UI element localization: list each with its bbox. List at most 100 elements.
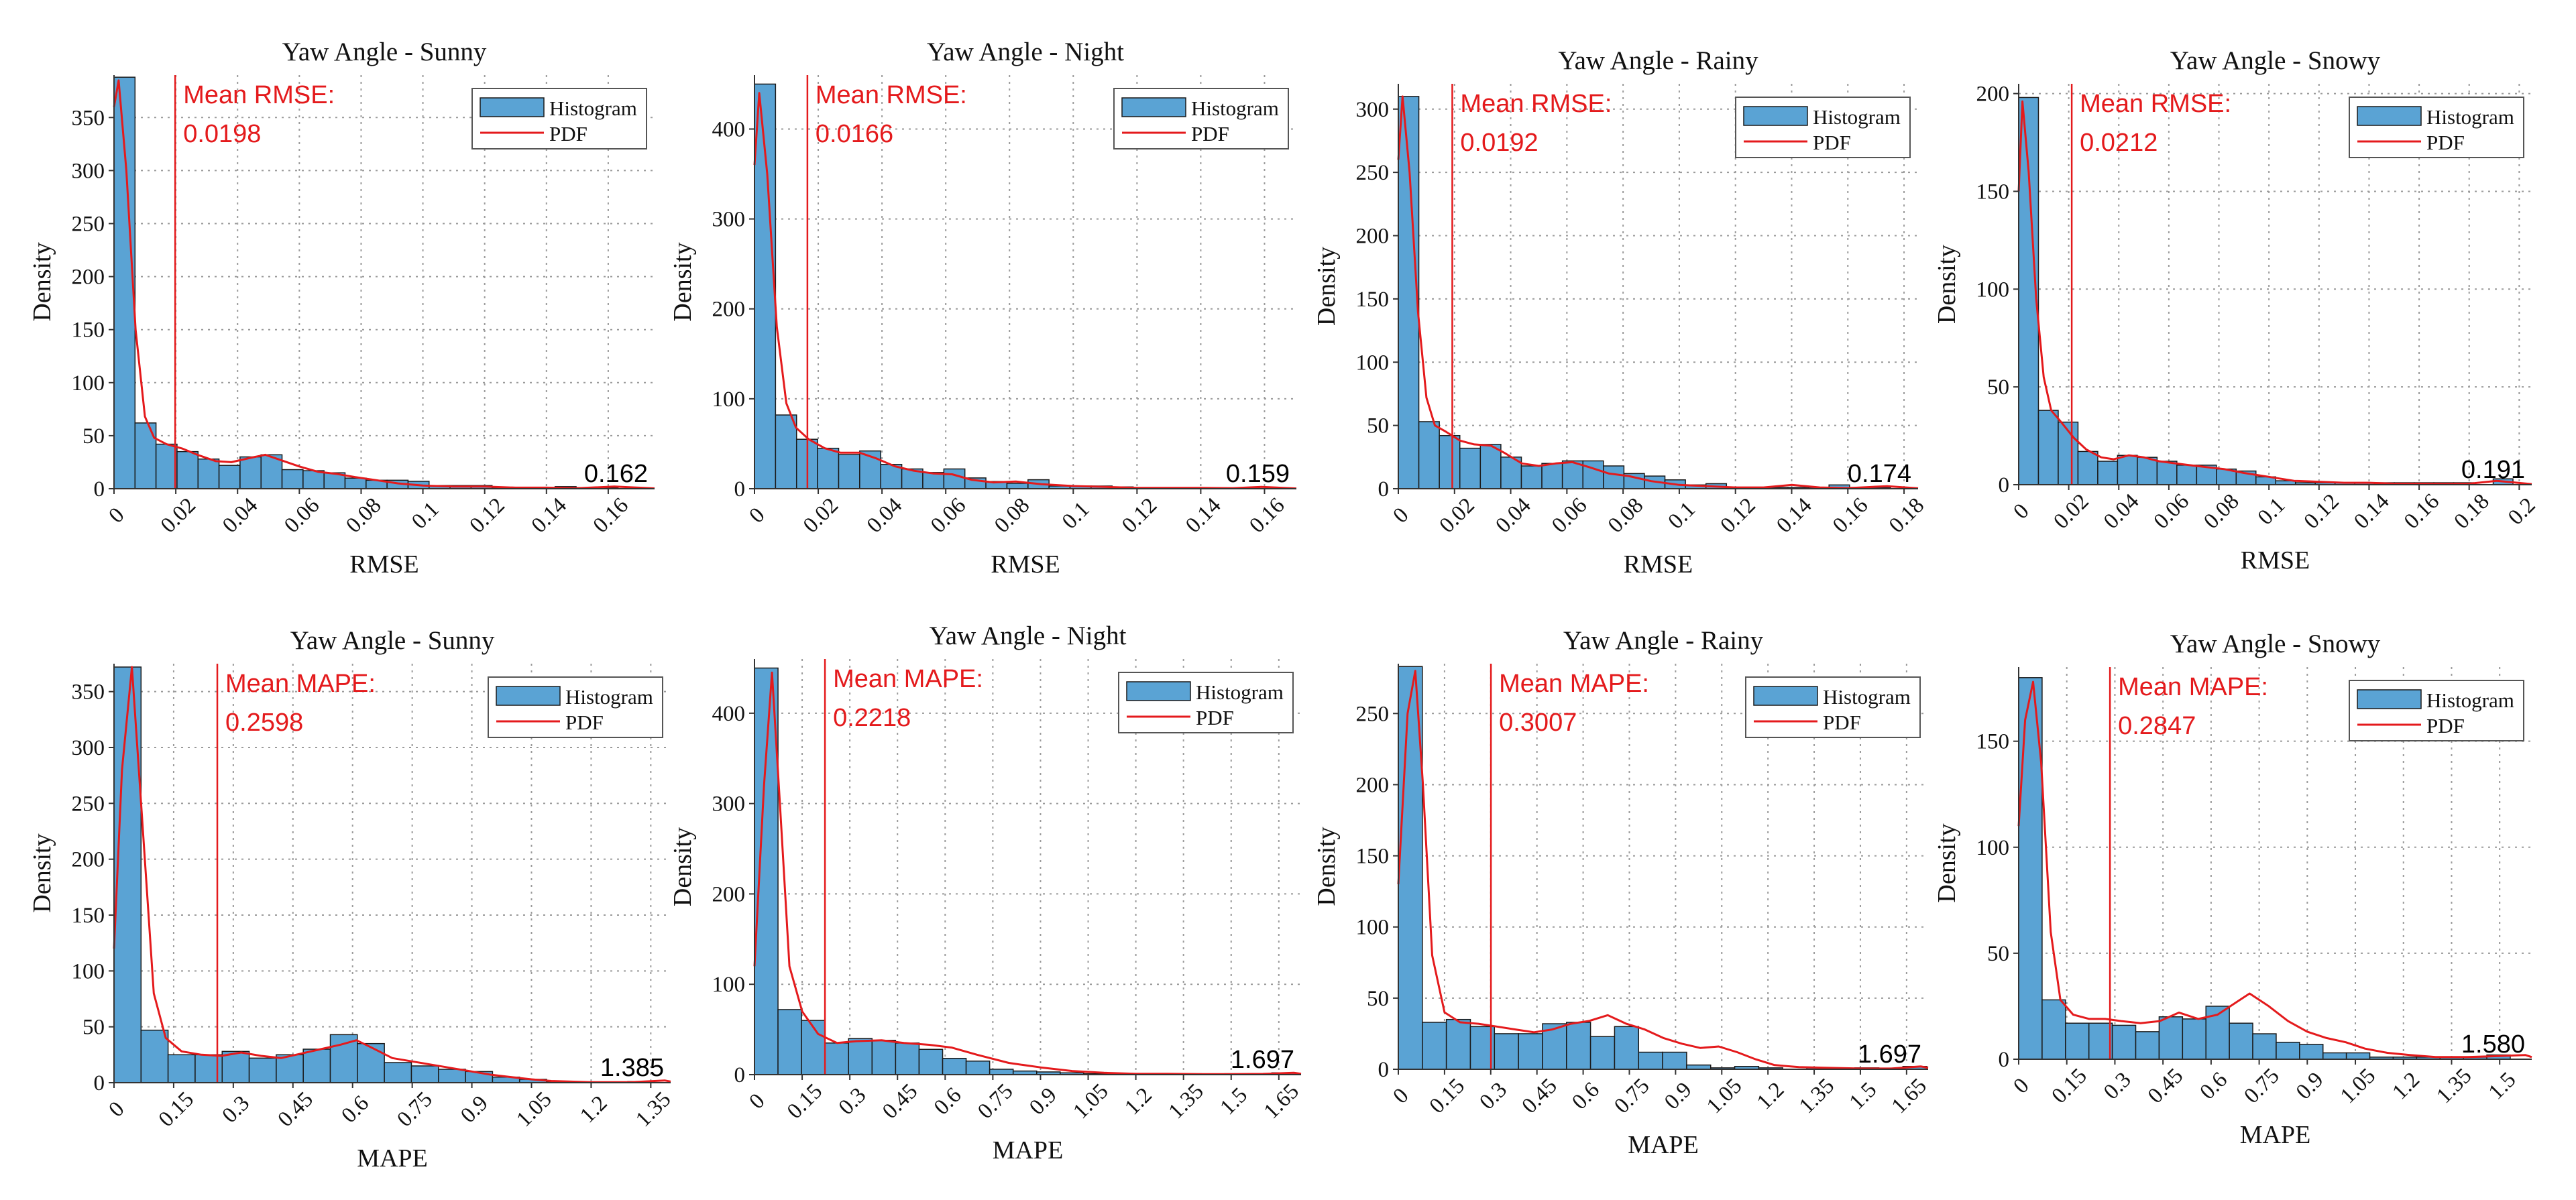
x-tick-label: 0.75 [392, 1087, 437, 1132]
x-tick-label: 1.2 [1120, 1083, 1157, 1120]
y-tick-label: 400 [712, 702, 746, 726]
y-axis-label: Density [1312, 247, 1341, 326]
x-axis-label: MAPE [1628, 1131, 1699, 1159]
mean-annotation-label: Mean RMSE: [183, 81, 335, 109]
histogram-bar [2077, 451, 2098, 485]
x-tick-label: 0.06 [2149, 489, 2194, 534]
y-tick-label: 50 [1987, 942, 2009, 966]
pdf-curve [1397, 670, 1929, 1070]
mean-annotation-value: 0.0166 [816, 120, 893, 148]
mean-annotation-value: 0.0192 [1460, 129, 1538, 157]
histogram-bar [438, 1069, 466, 1083]
histogram-bar [276, 1054, 304, 1083]
x-tick-label: 0.04 [2099, 489, 2143, 534]
y-tick-label: 150 [1356, 288, 1390, 312]
x-tick-label: 1.5 [1215, 1083, 1252, 1120]
y-tick-label: 50 [82, 424, 105, 448]
x-tick-label: 0.9 [456, 1091, 493, 1128]
y-axis-label: Density [28, 833, 56, 912]
y-axis-label: Density [28, 242, 56, 321]
chart-panel-7: Mean MAPE: 0.3007 1.697 0 50 100 150 200 250 0 0.1… [1312, 626, 1931, 1159]
y-axis-label: Density [1933, 245, 1961, 324]
x-tick-label: 1.2 [1752, 1078, 1789, 1115]
x-tick-label: 0.75 [2239, 1064, 2284, 1108]
y-tick-label: 100 [72, 371, 105, 396]
histogram-bar [329, 1034, 358, 1083]
pdf-curve [2017, 100, 2532, 485]
x-tick-label: 0.16 [2400, 489, 2444, 534]
x-tick-label: 0.45 [878, 1079, 922, 1124]
histogram-bar [1494, 1033, 1519, 1070]
x-tick-label: 1.05 [512, 1087, 556, 1132]
x-axis-label: RMSE [349, 550, 418, 579]
histogram-bar [2158, 1016, 2184, 1060]
histogram-bar [2229, 1022, 2253, 1060]
y-tick-label: 0 [734, 477, 746, 501]
x-tick-label: 0 [2009, 1073, 2033, 1098]
x-tick-label: 0.6 [1567, 1078, 1604, 1115]
x-axis-label: RMSE [2241, 546, 2310, 575]
histogram-bar [1582, 460, 1604, 489]
mean-annotation-label: Mean MAPE: [225, 670, 376, 698]
chart-title: Yaw Angle - Snowy [2170, 46, 2381, 75]
x-tick-label: 0.6 [930, 1083, 966, 1120]
y-tick-label: 200 [72, 848, 105, 872]
x-tick-label: 1.2 [2388, 1068, 2424, 1105]
x-tick-label: 0.04 [218, 493, 262, 538]
histogram-bar [2156, 461, 2178, 485]
mean-annotation-label: Mean RMSE: [2080, 90, 2231, 118]
legend-histogram-swatch [480, 97, 545, 117]
chart-panel-5: Mean MAPE: 0.2598 1.385 0 50 100 150 200 250 300 3… [28, 626, 676, 1173]
histogram-bar [838, 454, 860, 489]
legend-histogram-label: Histogram [1196, 680, 1284, 704]
x-tick-label: 0.08 [990, 493, 1034, 538]
y-tick-label: 0 [1378, 1058, 1390, 1082]
histogram-bar [817, 447, 840, 489]
histogram-bar [1520, 465, 1543, 489]
histogram-bar [824, 1042, 850, 1075]
x-tick-label: 0.08 [1604, 493, 1648, 538]
x-tick-label: 1.2 [575, 1091, 612, 1128]
max-value-label: 1.385 [600, 1054, 664, 1082]
y-tick-label: 300 [72, 736, 105, 760]
x-tick-label: 0.6 [337, 1091, 374, 1128]
legend-histogram-swatch [496, 686, 561, 706]
histogram-bar [1603, 465, 1625, 489]
chart-title: Yaw Angle - Rainy [1563, 626, 1764, 655]
y-tick-label: 200 [1976, 82, 2010, 107]
histogram-bar [777, 1009, 802, 1075]
mean-annotation-value: 0.0212 [2080, 129, 2158, 157]
x-tick-label: 1.5 [2484, 1068, 2521, 1105]
x-tick-label: 0.12 [1716, 493, 1760, 538]
legend-pdf-label: PDF [1823, 711, 1861, 734]
x-tick-label: 0.12 [465, 493, 510, 538]
y-tick-label: 200 [72, 265, 105, 290]
legend-histogram-label: Histogram [565, 685, 653, 709]
x-tick-label: 0.6 [2196, 1068, 2233, 1105]
pdf-curve [753, 92, 1297, 490]
max-value-label: 0.174 [1848, 460, 1911, 488]
y-tick-label: 150 [1976, 180, 2010, 204]
pdf-curve [113, 79, 655, 489]
x-tick-label: 0.9 [2292, 1068, 2329, 1105]
chart-title: Yaw Angle - Rainy [1558, 46, 1758, 75]
x-tick-label: 0 [2009, 499, 2033, 524]
y-axis-label: Density [1312, 827, 1341, 906]
x-tick-label: 1.5 [1845, 1078, 1882, 1115]
x-tick-label: 0.14 [1772, 493, 1816, 538]
histogram-bar [357, 1042, 385, 1083]
y-tick-label: 150 [72, 318, 105, 343]
mean-annotation-value: 0.0198 [183, 120, 261, 148]
y-tick-label: 50 [82, 1016, 105, 1040]
pdf-curve [113, 666, 671, 1083]
legend-histogram-swatch [1753, 686, 1818, 706]
x-tick-label: 1.35 [1164, 1079, 1209, 1124]
y-tick-label: 250 [72, 212, 105, 236]
y-tick-label: 50 [1367, 414, 1389, 438]
